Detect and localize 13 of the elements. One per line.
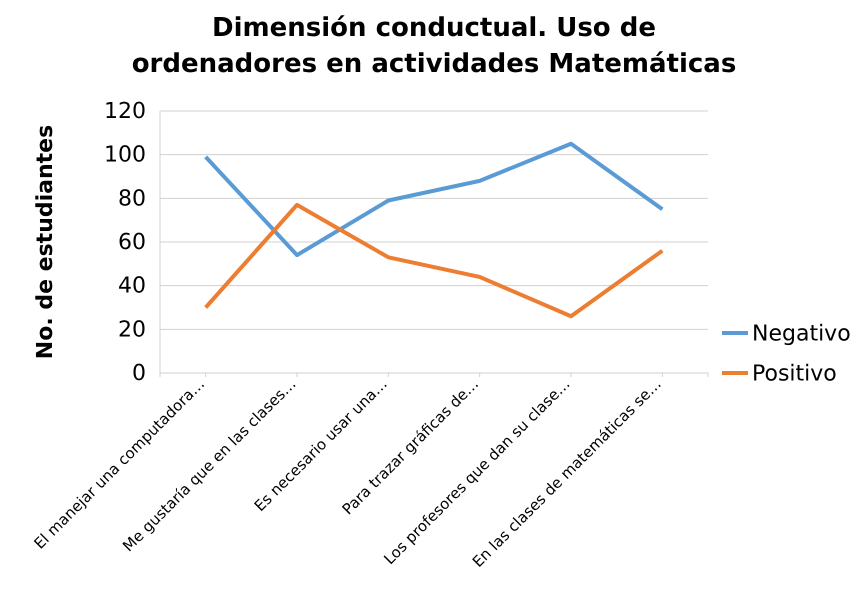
legend-label: Negativo [752, 322, 851, 347]
chart-title: Dimensión conductual. Uso de ordenadores en actividades Matemáticas [132, 13, 736, 79]
y-tick-label: 0 [132, 361, 146, 386]
y-tick-label: 40 [118, 274, 146, 299]
y-tick-label: 120 [104, 99, 146, 124]
y-tick-label: 20 [118, 317, 146, 342]
y-tick-label: 80 [118, 186, 146, 212]
y-axis-title: No. de estudiantes [33, 124, 58, 360]
line-series [204, 202, 664, 318]
line-series [204, 142, 664, 258]
y-tick-label: 100 [104, 142, 146, 168]
y-tick-label: 60 [118, 230, 146, 256]
legend-label: Positivo [752, 362, 837, 387]
